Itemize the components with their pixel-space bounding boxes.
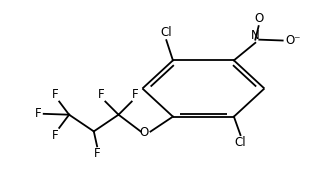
Text: N: N xyxy=(251,29,260,42)
Text: O: O xyxy=(254,12,263,25)
Text: Cl: Cl xyxy=(161,26,172,39)
Text: O⁻: O⁻ xyxy=(285,34,301,47)
Text: Cl: Cl xyxy=(235,136,246,150)
Text: F: F xyxy=(52,129,59,142)
Text: F: F xyxy=(34,107,41,120)
Text: F: F xyxy=(98,88,105,101)
Text: F: F xyxy=(94,147,100,160)
Text: F: F xyxy=(132,88,139,101)
Text: O: O xyxy=(140,126,149,139)
Text: F: F xyxy=(52,88,59,101)
